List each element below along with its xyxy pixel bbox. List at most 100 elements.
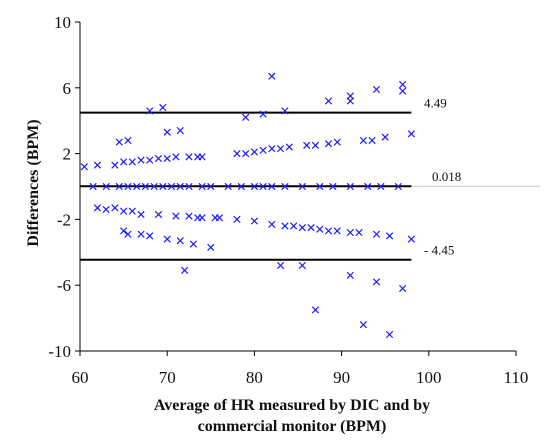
data-point — [119, 158, 128, 166]
data-point — [93, 161, 102, 169]
y-tick-label: 6 — [63, 79, 72, 98]
data-point — [276, 145, 285, 153]
data-point — [128, 158, 136, 166]
x-tick-label: 100 — [416, 368, 442, 387]
data-point — [316, 182, 324, 191]
y-axis-title: Differences (BPM) — [25, 119, 42, 246]
data-point — [346, 97, 354, 105]
data-point — [207, 243, 215, 251]
data-point — [324, 227, 333, 235]
data-point — [346, 271, 354, 279]
data-point — [268, 182, 276, 191]
data-point — [290, 222, 298, 230]
reference-lines: 4.49 0.018 - 4.45 — [80, 96, 540, 261]
data-point — [307, 224, 315, 232]
data-point — [364, 182, 372, 191]
data-point — [137, 230, 145, 238]
data-point — [355, 228, 363, 237]
data-point — [233, 215, 241, 224]
data-point — [80, 163, 88, 171]
data-point — [385, 232, 394, 240]
data-point — [224, 182, 232, 191]
data-point — [207, 182, 215, 191]
data-point — [324, 140, 333, 148]
data-point — [93, 204, 102, 212]
data-point — [346, 228, 354, 237]
data-point — [268, 145, 276, 153]
data-point — [311, 306, 320, 314]
data-point — [159, 182, 167, 191]
x-tick-label: 80 — [246, 368, 263, 387]
data-point — [115, 182, 123, 191]
data-point — [268, 72, 276, 80]
axes — [79, 22, 516, 352]
data-point — [102, 182, 110, 191]
data-point — [198, 153, 206, 161]
data-point — [250, 217, 259, 225]
data-point — [281, 182, 289, 191]
data-point — [242, 113, 250, 122]
data-point — [185, 153, 193, 161]
data-point — [159, 103, 167, 112]
data-point — [176, 182, 184, 191]
data-point — [181, 266, 189, 275]
data-point — [385, 330, 394, 339]
data-point — [172, 153, 180, 161]
data-point — [281, 107, 289, 115]
y-tick-label: 2 — [63, 145, 72, 164]
data-point — [146, 156, 154, 164]
data-point — [124, 230, 132, 238]
lower-limit-line-label: - 4.45 — [424, 243, 454, 258]
x-tick-labels: 60 70 80 90 100 110 — [72, 351, 528, 387]
data-point — [119, 227, 128, 235]
data-point — [185, 182, 193, 191]
data-point — [372, 278, 381, 286]
x-tick-label: 70 — [159, 368, 176, 387]
y-tick-labels: 10 6 2 -2 -6 -10 — [48, 13, 80, 361]
data-point — [146, 107, 154, 115]
data-point — [250, 182, 259, 191]
data-point — [128, 207, 136, 215]
data-point — [111, 161, 119, 169]
data-point — [359, 321, 368, 329]
data-point — [233, 149, 241, 158]
data-points — [80, 72, 415, 339]
data-point — [154, 210, 163, 219]
data-point — [333, 138, 341, 146]
data-point — [346, 182, 354, 191]
x-axis-title-line-2: commercial monitor (BPM) — [198, 418, 387, 435]
upper-limit-line-label: 4.49 — [424, 96, 447, 111]
data-point — [185, 212, 193, 220]
data-point — [399, 80, 407, 89]
data-point — [146, 232, 154, 240]
data-point — [215, 214, 224, 222]
data-point — [137, 156, 145, 164]
data-point — [329, 182, 337, 191]
x-tick-label: 90 — [333, 368, 350, 387]
data-point — [359, 136, 368, 145]
data-point — [298, 261, 306, 270]
y-tick-label: -10 — [48, 342, 71, 361]
data-point — [298, 224, 306, 232]
data-point — [89, 182, 97, 191]
data-point — [259, 146, 267, 154]
data-point — [298, 182, 306, 191]
data-point — [333, 227, 341, 235]
data-point — [124, 136, 132, 145]
data-point — [124, 182, 132, 191]
data-point — [137, 210, 145, 219]
data-point — [281, 222, 289, 230]
data-point — [407, 130, 415, 138]
x-tick-label: 60 — [72, 368, 89, 387]
y-tick-label: 10 — [54, 13, 71, 32]
data-point — [163, 235, 171, 243]
x-axis-title-line-1: Average of HR measured by DIC and by — [154, 397, 430, 414]
data-point — [268, 220, 276, 228]
data-point — [242, 149, 250, 158]
data-point — [163, 154, 171, 163]
data-point — [250, 148, 259, 156]
data-point — [285, 143, 293, 151]
data-point — [150, 182, 158, 191]
data-point — [259, 110, 267, 118]
data-point — [303, 141, 311, 149]
